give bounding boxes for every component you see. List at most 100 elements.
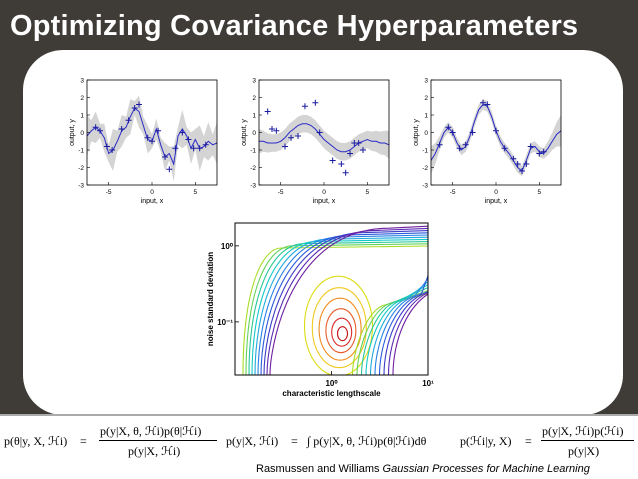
x-axis-label: input, x (313, 198, 336, 205)
posterior-denominator: p(y|X, ℋi) (128, 444, 181, 458)
y-axis-label: output, y (413, 119, 420, 146)
y-tick-label: 2 (424, 95, 428, 102)
confidence-band (259, 115, 389, 161)
x-tick-label: 0 (150, 189, 154, 196)
data-point (301, 103, 308, 110)
posterior-lhs: p(θ|y, X, ℋi) (4, 434, 68, 448)
y-tick-label: -1 (250, 148, 256, 155)
data-point (347, 150, 353, 157)
data-point (536, 150, 543, 157)
data-point (288, 134, 295, 141)
x-tick-label: -5 (106, 189, 112, 196)
model-denominator: p(y|X) (568, 444, 600, 458)
data-point (338, 161, 345, 167)
y-tick-label: -3 (78, 183, 84, 190)
y-tick-label: -3 (250, 183, 256, 190)
data-point (462, 141, 469, 148)
gp-panel-3: 3 2 1 0 -1 -2 -3 -5 0 5 input, x output, y (413, 78, 562, 205)
data-point (493, 127, 499, 134)
equals-sign: = (80, 434, 87, 448)
y-tick-label: 3 (424, 78, 428, 85)
x-axis-label: characteristic lengthscale (282, 389, 381, 398)
x-tick-label: 0 (322, 189, 326, 196)
data-point (273, 127, 280, 134)
data-point (269, 126, 275, 132)
marginal-lhs: p(y|X, ℋi) (226, 434, 279, 448)
data-point (118, 126, 125, 132)
y-axis-label: output, y (69, 119, 76, 146)
contour-open (245, 243, 428, 375)
contour-lines (242, 225, 428, 375)
contour-closed (311, 287, 367, 369)
model-numerator: p(y|X, ℋi)p(ℋi) (542, 424, 624, 438)
data-point (92, 124, 99, 131)
data-point (514, 161, 521, 167)
divider (0, 414, 638, 416)
y-tick-label: 2 (80, 95, 84, 102)
data-point (527, 143, 534, 150)
y-tick-label: 10⁻¹ (217, 318, 233, 327)
y-tick-label: 0 (424, 130, 428, 137)
data-point (144, 134, 151, 141)
y-tick-label: 1 (424, 113, 428, 120)
y-tick-label: -3 (422, 183, 428, 190)
data-point (172, 145, 179, 152)
y-tick-label: -2 (78, 165, 84, 172)
y-axis-label: noise standard deviation (206, 252, 215, 346)
data-point (264, 108, 271, 115)
data-point (103, 143, 110, 150)
data-point (190, 145, 197, 152)
figure-card: 3 2 1 0 -1 -2 -3 -5 0 5 input, x output, y 3 2 1 0 -1 -2 -… (23, 50, 623, 415)
data-point (312, 99, 319, 106)
data-point (436, 141, 443, 148)
data-point (329, 157, 336, 164)
model-lhs: p(ℋi|y, X) (460, 434, 512, 448)
data-point (136, 101, 142, 108)
data-point (342, 169, 349, 176)
y-tick-label: -1 (78, 148, 84, 155)
data-point (519, 168, 525, 174)
figure-canvas: 3 2 1 0 -1 -2 -3 -5 0 5 input, x output, y 3 2 1 0 -1 -2 -… (69, 78, 562, 398)
contour-closed (336, 326, 349, 342)
y-tick-label: 3 (80, 78, 84, 85)
data-point (501, 145, 508, 152)
y-tick-label: -2 (250, 165, 256, 172)
marginal-rhs: ∫ p(y|X, θ, ℋi)p(θ|ℋi)dθ (307, 434, 427, 448)
data-point (185, 136, 192, 143)
contour-open (269, 225, 428, 375)
y-tick-label: 3 (252, 78, 256, 85)
posterior-numerator: p(y|X, θ, ℋi)p(θ|ℋi) (100, 424, 202, 438)
data-point (166, 166, 173, 173)
data-point (125, 117, 132, 124)
equals-sign: = (291, 434, 298, 448)
contour-panel: 10⁰ 10¹ 10⁰ 10⁻¹ characteristic lengthscale n… (206, 222, 434, 398)
fraction-bar (541, 440, 634, 441)
data-point (484, 101, 491, 108)
confidence-band (431, 99, 561, 177)
data-point (355, 140, 362, 146)
axes-frame (234, 222, 429, 376)
y-tick-label: 1 (80, 113, 84, 120)
data-point (510, 155, 517, 162)
data-point (162, 154, 168, 160)
data-point (97, 127, 103, 134)
mean-line (259, 123, 390, 153)
data-point (469, 129, 476, 136)
x-tick-label: 5 (538, 189, 542, 196)
equation-bar (0, 414, 638, 479)
citation-book: Gaussian Processes for Machine Learning (382, 463, 590, 475)
x-tick-label: 10⁰ (325, 379, 338, 388)
y-tick-label: 0 (252, 130, 256, 137)
y-tick-label: -2 (422, 165, 428, 172)
contour-closed (325, 308, 357, 354)
gp-panel-2: 3 2 1 0 -1 -2 -3 -5 0 5 input, x output, y (241, 78, 390, 205)
data-point (282, 143, 288, 150)
data-point (109, 147, 116, 153)
x-tick-label: -5 (278, 189, 284, 196)
contour-closed (303, 275, 374, 375)
data-point (149, 138, 155, 145)
data-point (523, 161, 530, 167)
data-point (202, 141, 209, 148)
y-tick-label: 2 (252, 95, 256, 102)
x-tick-label: 5 (194, 189, 198, 196)
